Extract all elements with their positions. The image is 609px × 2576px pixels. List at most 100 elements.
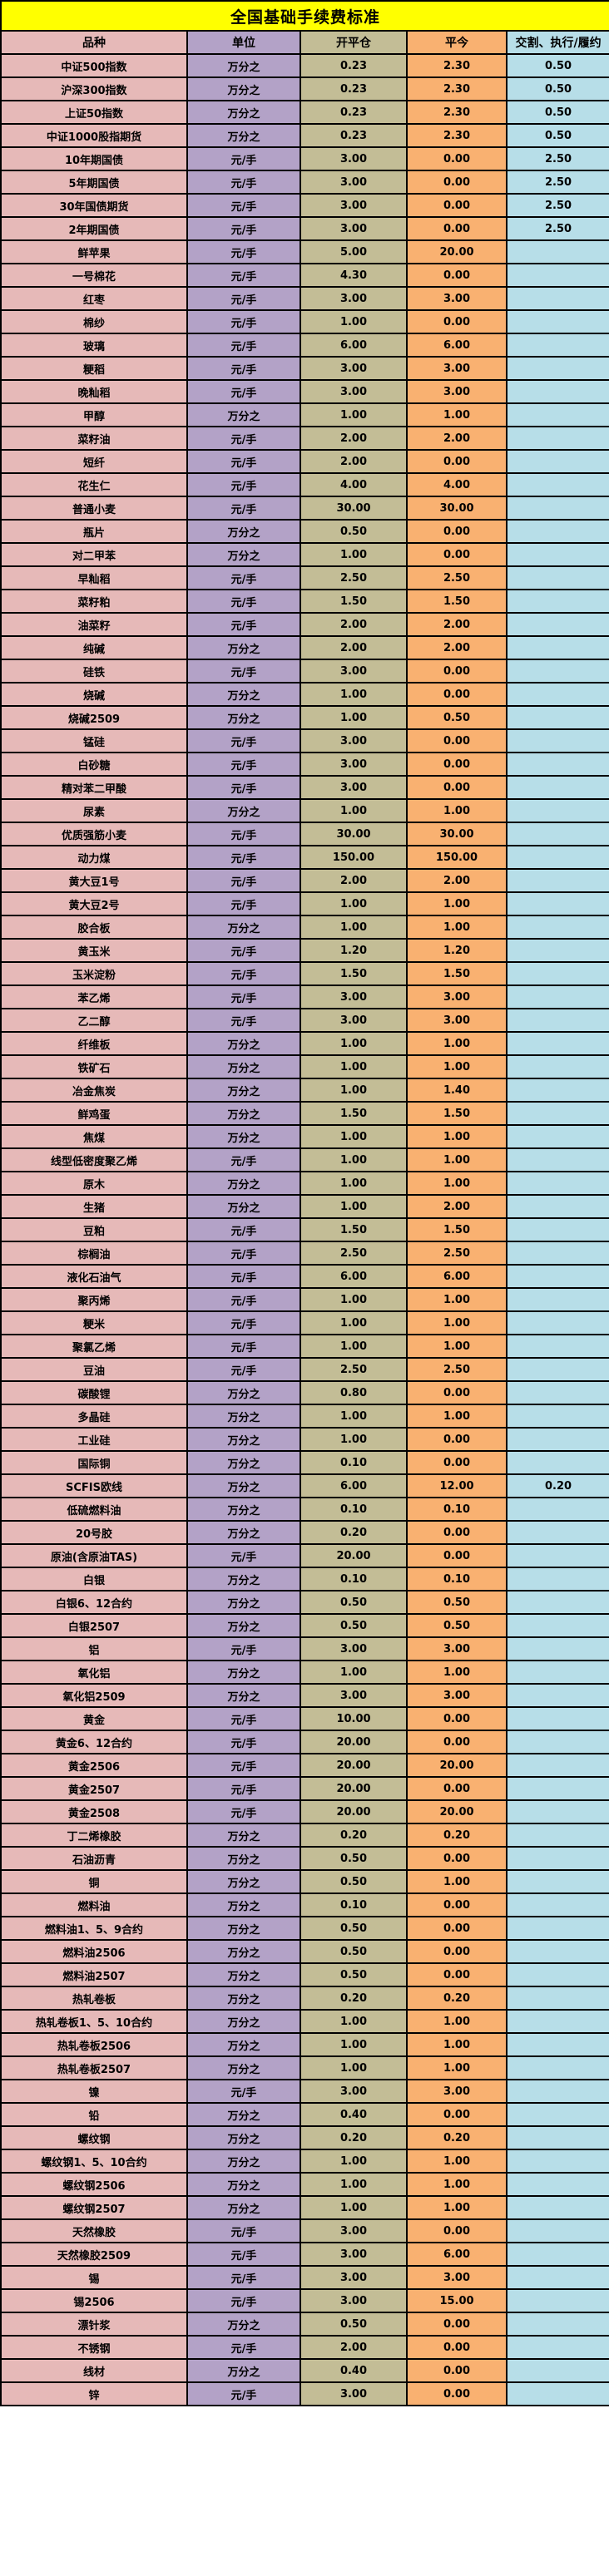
product-cell: 纯碱 [0,635,188,660]
product-cell: 线材 [0,2358,188,2383]
table-row: 沪深300指数 万分之 0.23 2.30 0.50 [0,76,609,101]
delivery-exercise-fee-cell [505,985,609,1009]
close-today-fee-cell: 0.00 [406,1730,508,1754]
delivery-exercise-fee-cell [505,961,609,986]
unit-cell: 万分之 [186,2009,301,2034]
close-today-fee-cell: 1.00 [406,1334,508,1359]
table-row: 苯乙烯 元/手 3.00 3.00 [0,985,609,1009]
open-close-fee-cell: 3.00 [300,659,408,683]
unit-cell: 万分之 [186,402,301,427]
table-row: 焦煤 万分之 1.00 1.00 [0,1124,609,1149]
unit-cell: 元/手 [186,1636,301,1661]
open-close-fee-cell: 1.00 [300,1287,408,1312]
product-cell: 不锈钢 [0,2335,188,2360]
product-cell: 一号棉花 [0,263,188,288]
open-close-fee-cell: 1.00 [300,402,408,427]
close-today-fee-cell: 20.00 [406,239,508,264]
close-today-fee-cell: 20.00 [406,1799,508,1824]
close-today-fee-cell: 0.00 [406,519,508,544]
table-row: 镍元/手 3.00 3.00 [0,2079,609,2104]
delivery-exercise-fee-cell [505,1939,609,1964]
close-today-fee-cell: 0.00 [406,263,508,288]
delivery-exercise-fee-cell [505,659,609,683]
product-cell: 螺纹钢1、5、10合约 [0,2149,188,2174]
open-close-fee-cell: 0.50 [300,1590,408,1615]
open-close-fee-cell: 3.00 [300,728,408,753]
table-row: 燃料油2507 万分之 0.50 0.00 [0,1962,609,1987]
unit-cell: 万分之 [186,705,301,730]
table-row: 黄金6、12合约 元/手 20.00 0.00 [0,1730,609,1754]
table-row: 原木 万分之 1.00 1.00 [0,1171,609,1196]
unit-cell: 万分之 [186,2102,301,2127]
table-row: 原油(含原油TAS) 元/手 20.00 0.00 [0,1543,609,1568]
table-row: 30年国债期货 元/手 3.00 0.00 2.50 [0,193,609,218]
close-today-fee-cell: 2.00 [406,635,508,660]
open-close-fee-cell: 3.00 [300,1008,408,1033]
table-row: 不锈钢 元/手 2.00 0.00 [0,2335,609,2360]
delivery-exercise-fee-cell [505,2149,609,2174]
product-cell: 中证500指数 [0,53,188,78]
delivery-exercise-fee-cell [505,1124,609,1149]
product-cell: 原木 [0,1171,188,1196]
product-cell: 胶合板 [0,915,188,940]
close-today-fee-cell: 0.00 [406,682,508,707]
product-cell: 甲醇 [0,402,188,427]
open-close-fee-cell: 6.00 [300,1473,408,1498]
product-cell: 铁矿石 [0,1054,188,1079]
close-today-fee-cell: 30.00 [406,496,508,521]
table-row: 烧碱2509 万分之 1.00 0.50 [0,705,609,730]
delivery-exercise-fee-cell [505,1543,609,1568]
close-today-fee-cell: 0.00 [406,1776,508,1801]
table-row: 玉米淀粉 元/手 1.50 1.50 [0,961,609,986]
open-close-fee-cell: 3.00 [300,2381,408,2406]
delivery-exercise-fee-cell: 0.50 [505,76,609,101]
open-close-fee-cell: 3.00 [300,1683,408,1708]
unit-cell: 万分之 [186,1473,301,1498]
close-today-fee-cell: 2.50 [406,565,508,590]
unit-cell: 元/手 [186,1543,301,1568]
table-row: 2年期国债 元/手 3.00 0.00 2.50 [0,216,609,241]
unit-cell: 万分之 [186,1939,301,1964]
table-row: 鲜鸡蛋 万分之 1.50 1.50 [0,1101,609,1126]
close-today-fee-cell: 3.00 [406,379,508,404]
table-row: 热轧卷板2506 万分之 1.00 1.00 [0,2032,609,2057]
close-today-fee-cell: 1.00 [406,1287,508,1312]
delivery-exercise-fee-cell [505,1986,609,2011]
open-close-fee-cell: 1.00 [300,2009,408,2034]
product-cell: 白银 [0,1567,188,1591]
table-row: 低硫燃料油 万分之 0.10 0.10 [0,1497,609,1522]
unit-cell: 元/手 [186,2381,301,2406]
delivery-exercise-fee-cell [505,1031,609,1056]
table-row: 黄大豆1号 元/手 2.00 2.00 [0,868,609,893]
table-row: 尿素 万分之 1.00 1.00 [0,798,609,823]
delivery-exercise-fee-cell [505,1799,609,1824]
open-close-fee-cell: 6.00 [300,333,408,358]
close-today-fee-cell: 0.00 [406,1893,508,1917]
unit-cell: 万分之 [186,1660,301,1685]
product-cell: 低硫燃料油 [0,1497,188,1522]
product-cell: 工业硅 [0,1427,188,1452]
delivery-exercise-fee-cell [505,1334,609,1359]
delivery-exercise-fee-cell [505,2172,609,2197]
column-header-product: 品种 [0,30,188,55]
delivery-exercise-fee-cell [505,1730,609,1754]
product-cell: 油菜籽 [0,612,188,637]
open-close-fee-cell: 6.00 [300,1264,408,1289]
unit-cell: 万分之 [186,100,301,125]
open-close-fee-cell: 2.50 [300,565,408,590]
product-cell: 纤维板 [0,1031,188,1056]
close-today-fee-cell: 4.00 [406,472,508,497]
open-close-fee-cell: 2.50 [300,1241,408,1266]
close-today-fee-cell: 1.00 [406,798,508,823]
table-row: 石油沥青 万分之 0.50 0.00 [0,1846,609,1871]
close-today-fee-cell: 30.00 [406,822,508,846]
open-close-fee-cell: 1.00 [300,1078,408,1103]
unit-cell: 万分之 [186,1450,301,1475]
close-today-fee-cell: 0.00 [406,2358,508,2383]
unit-cell: 元/手 [186,146,301,171]
close-today-fee-cell: 0.00 [406,2381,508,2406]
open-close-fee-cell: 0.20 [300,1823,408,1848]
open-close-fee-cell: 3.00 [300,2242,408,2267]
delivery-exercise-fee-cell [505,426,609,451]
unit-cell: 万分之 [186,1171,301,1196]
